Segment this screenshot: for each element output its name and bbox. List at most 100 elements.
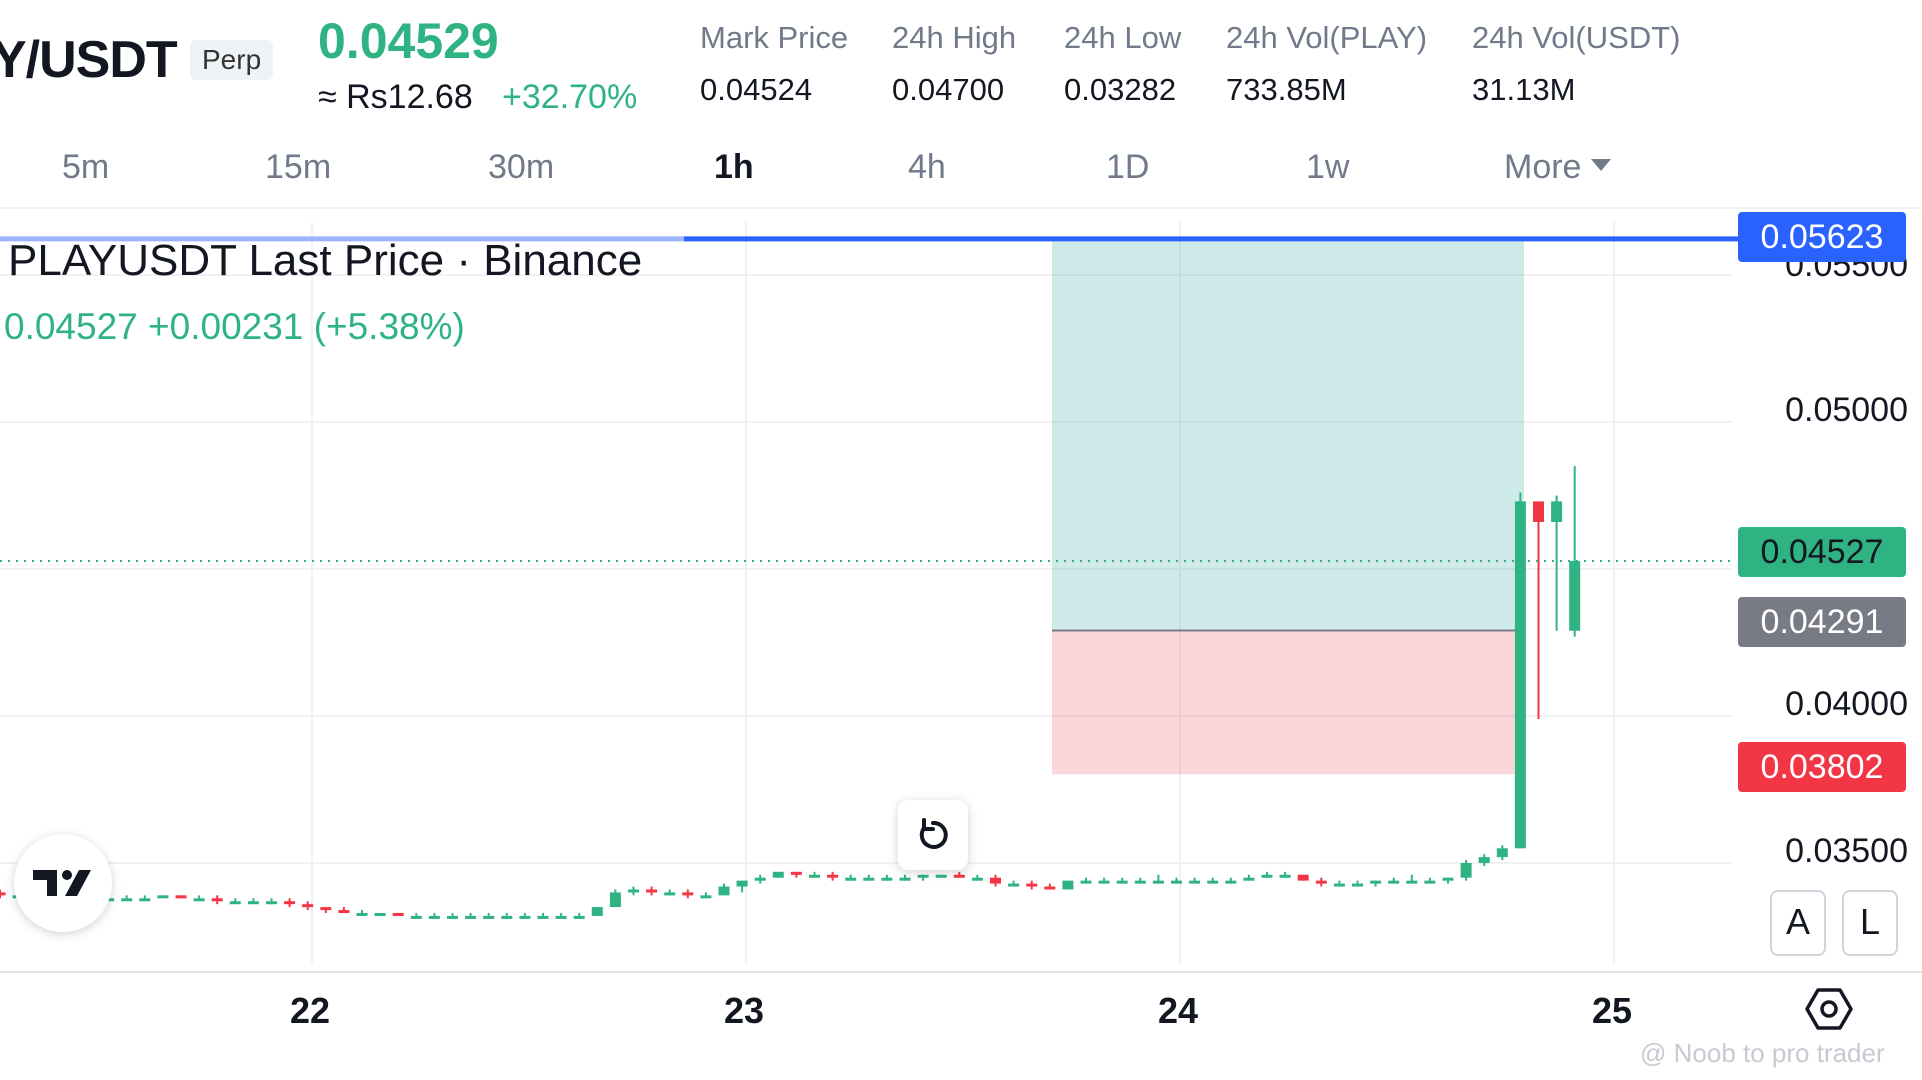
candle-body	[320, 907, 332, 911]
tab-5m[interactable]: 5m	[62, 148, 110, 186]
candle	[1171, 877, 1182, 884]
candle	[175, 895, 187, 899]
autoscale-button[interactable]: A	[1770, 890, 1826, 956]
candle-body	[266, 901, 277, 905]
tab-more[interactable]: More	[1504, 148, 1612, 187]
stop-price-badge: 0.03802	[1738, 742, 1906, 792]
candle-body	[501, 915, 513, 919]
candle	[0, 889, 6, 899]
candle-body	[1062, 880, 1074, 890]
candle	[483, 912, 495, 919]
candle	[302, 901, 314, 911]
stat-value: 31.13M	[1472, 72, 1576, 107]
candle	[1207, 877, 1219, 884]
tab-1w[interactable]: 1w	[1306, 148, 1350, 186]
candle-body	[935, 874, 947, 878]
candle	[519, 912, 531, 919]
chart-settings-icon[interactable]	[1804, 984, 1854, 1034]
candle	[1406, 874, 1418, 884]
candle-body	[1171, 880, 1182, 884]
chart-legend-values: 0.04527 +0.00231 (+5.38%)	[4, 306, 465, 347]
candle-body	[790, 871, 802, 875]
loss-zone	[1052, 630, 1524, 775]
candle	[157, 895, 169, 899]
candle-body	[646, 889, 658, 893]
candle	[1388, 877, 1400, 884]
tradingview-logo-icon[interactable]	[14, 834, 112, 932]
candle-body	[1207, 880, 1219, 884]
candle-body	[1026, 883, 1038, 887]
candle	[1424, 877, 1436, 884]
candle	[845, 874, 857, 881]
time-tick-label: 22	[290, 990, 331, 1031]
chart-legend-title: PLAYUSDT Last Price · Binance	[8, 236, 643, 285]
candle	[863, 874, 875, 881]
tab-15m[interactable]: 15m	[265, 148, 332, 186]
candle-body	[1044, 886, 1056, 890]
last-price: 0.04529	[318, 13, 499, 69]
candle	[266, 898, 277, 905]
candle-body	[1424, 880, 1436, 884]
local-price: ≈ Rs12.68	[318, 78, 473, 116]
candle-body	[1189, 880, 1201, 884]
candle	[628, 886, 639, 896]
candle	[899, 874, 911, 881]
caret-down-icon	[1591, 159, 1612, 172]
candle-body	[1008, 883, 1020, 887]
stat-24h-low: 24h Low 0.03282	[1064, 20, 1181, 108]
tab-1d[interactable]: 1D	[1106, 148, 1150, 186]
candle-body	[284, 901, 296, 905]
candle-body	[1261, 874, 1273, 878]
stat-value: 733.85M	[1226, 72, 1347, 107]
candle-body	[193, 898, 205, 902]
candle	[1333, 880, 1345, 887]
candle-body	[827, 874, 839, 878]
candle	[827, 871, 839, 881]
candle-body	[1279, 874, 1291, 878]
candle	[247, 898, 259, 905]
candle-body	[754, 877, 766, 881]
candle-body	[0, 892, 6, 896]
candle-body	[682, 892, 694, 896]
candle	[1225, 877, 1237, 884]
candle	[953, 871, 965, 878]
candle-body	[121, 898, 133, 902]
tab-4h[interactable]: 4h	[908, 148, 946, 186]
candle-body	[139, 898, 151, 902]
candle-body	[863, 877, 875, 881]
candle	[591, 907, 603, 916]
candle-body	[573, 915, 585, 919]
symbol-title[interactable]: Y/USDT	[0, 31, 178, 89]
candle-body	[1152, 880, 1164, 884]
candle	[1261, 871, 1273, 878]
candle-body	[591, 907, 603, 916]
candle-body	[1297, 874, 1309, 881]
candle	[1442, 877, 1454, 884]
candle	[1008, 880, 1020, 887]
change-percent: +32.70%	[502, 78, 638, 116]
candle	[1152, 874, 1164, 884]
candle	[1098, 877, 1110, 884]
candle-body	[881, 877, 893, 881]
candle-body	[175, 895, 187, 899]
candle	[1551, 495, 1563, 631]
candle	[935, 874, 947, 878]
current-price-badge: 0.04527	[1738, 527, 1906, 577]
ticker-header: Y/USDT Perp 0.04529 ≈ Rs12.68 +32.70% Ma…	[0, 0, 1922, 130]
candle-body	[1098, 880, 1110, 884]
candle	[1478, 854, 1490, 866]
tab-1h[interactable]: 1h	[714, 148, 754, 186]
candle	[754, 874, 766, 884]
candle-body	[1496, 848, 1508, 858]
candle-body	[1460, 863, 1472, 878]
tab-30m[interactable]: 30m	[488, 148, 555, 186]
candle	[772, 871, 784, 878]
reset-chart-icon[interactable]	[898, 800, 968, 870]
target-price-badge: 0.05623	[1738, 212, 1906, 262]
stat-value: 0.04700	[892, 72, 1005, 107]
candle	[356, 910, 368, 916]
candle-body	[1442, 877, 1454, 881]
log-scale-button[interactable]: L	[1842, 890, 1898, 956]
